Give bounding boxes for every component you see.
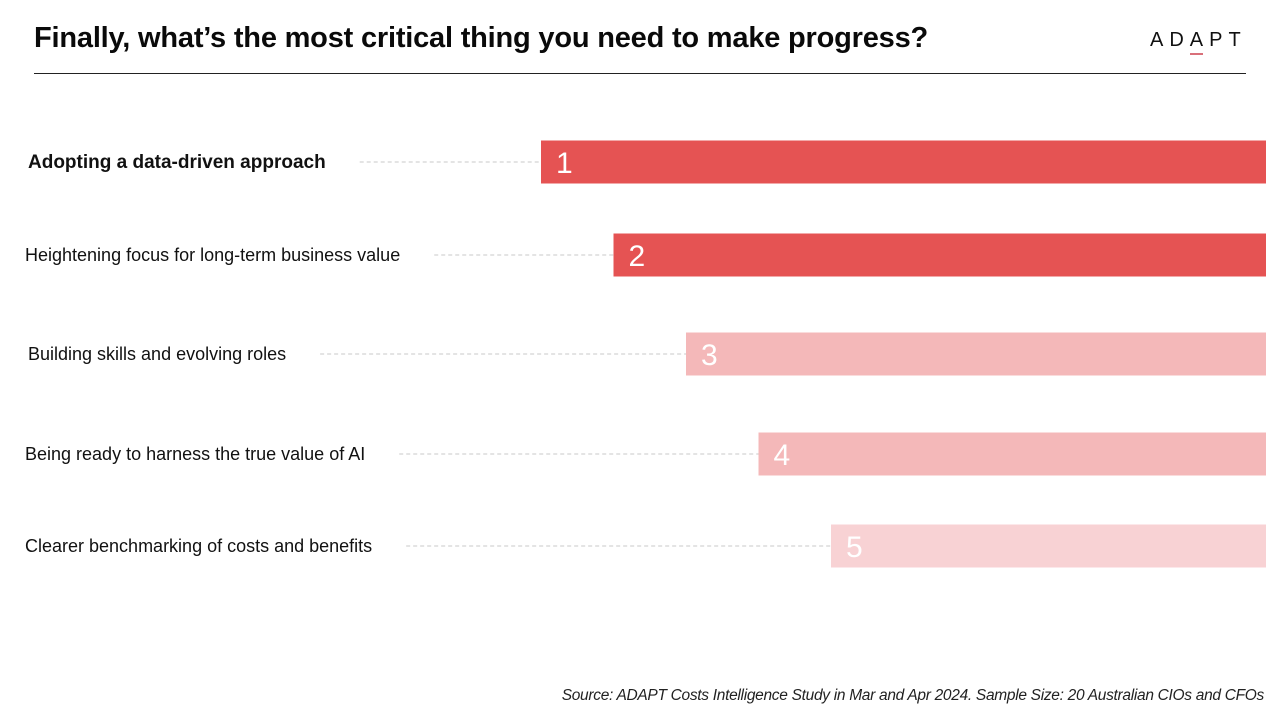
rank-label: 3: [701, 339, 718, 372]
category-label: Heightening focus for long-term business…: [25, 245, 400, 265]
category-label: Building skills and evolving roles: [28, 344, 286, 364]
bar: [758, 432, 1266, 476]
page-title: Finally, what’s the most critical thing …: [34, 22, 929, 54]
bar: [613, 233, 1266, 277]
bar: [686, 332, 1266, 376]
logo-prefix: AD: [1150, 29, 1190, 51]
logo-accent-letter: A: [1189, 29, 1210, 55]
rank-label: 2: [629, 240, 646, 273]
rank-label: 1: [556, 147, 573, 180]
bar: [831, 524, 1266, 568]
source-note: Source: ADAPT Costs Intelligence Study i…: [561, 687, 1265, 704]
logo-suffix: PT: [1209, 29, 1247, 51]
category-label: Adopting a data-driven approach: [28, 152, 326, 173]
title-divider: [34, 73, 1246, 74]
category-label: Being ready to harness the true value of…: [25, 444, 365, 464]
bar: [541, 140, 1266, 184]
adapt-logo: ADAPT: [1150, 29, 1247, 55]
rank-label: 5: [846, 531, 863, 564]
category-label: Clearer benchmarking of costs and benefi…: [25, 536, 372, 556]
rank-label: 4: [774, 439, 791, 472]
